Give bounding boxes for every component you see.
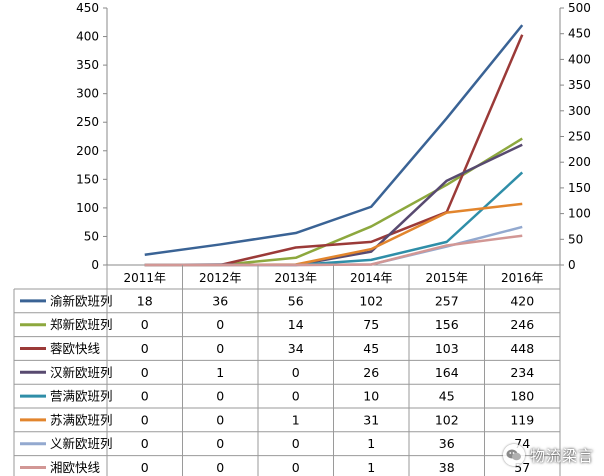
legend-label: 蓉欧快线 [50,341,101,356]
table-header-year: 2015年 [425,271,468,285]
y-right-tick-label: 350 [568,78,591,92]
table-cell-value: 0 [216,436,224,451]
table-cell-value: 1 [367,460,375,475]
table-cell-value: 0 [141,341,149,356]
table-cell-value: 0 [141,436,149,451]
wechat-icon [502,444,525,466]
table-cell-value: 0 [141,460,149,475]
table-cell-value: 156 [435,317,459,332]
table-cell-value: 36 [212,293,228,308]
series-line-渝新欧班列 [144,24,524,256]
y-right-tick-label: 200 [568,155,591,169]
watermark-text: 物流梁言 [529,446,594,465]
table-cell-value: 31 [363,412,379,427]
y-left-tick-label: 200 [76,144,99,158]
table-cell-value: 38 [439,460,455,475]
table-cell-value: 0 [216,341,224,356]
table-cell-value: 0 [292,436,300,451]
table-cell-value: 0 [216,317,224,332]
table-header-year: 2013年 [274,271,317,285]
table-cell-value: 0 [216,389,224,404]
y-left-tick-label: 150 [76,172,99,186]
table-cell-value: 246 [510,317,534,332]
y-right-tick-label: 400 [568,52,591,66]
table-cell-value: 18 [137,293,153,308]
table-cell-value: 0 [141,365,149,380]
y-left-tick-label: 100 [76,201,99,215]
table-cell-value: 45 [363,341,379,356]
table-cell-value: 420 [510,293,534,308]
table-cell-value: 257 [435,293,459,308]
table-cell-value: 448 [510,341,534,356]
table-cell-value: 0 [141,389,149,404]
table-cell-value: 1 [367,436,375,451]
legend-label: 渝新欧班列 [50,293,113,308]
table-cell-value: 180 [510,389,534,404]
table-cell-value: 0 [216,460,224,475]
y-right-tick-label: 300 [568,104,591,118]
y-left-tick-label: 0 [91,258,99,272]
series-line-湘欧快线 [144,234,523,267]
y-right-tick-label: 500 [568,1,591,15]
table-cell-value: 26 [363,365,379,380]
table-cell-value: 102 [435,412,459,427]
series-line-苏满欧班列 [144,202,523,267]
table-cell-value: 0 [216,412,224,427]
table-cell-value: 234 [510,365,534,380]
y-left-tick-label: 50 [84,229,99,243]
chart-axes: 0 50 100 150 200 250 300 350 400 450 0 50 100 150 200 2… [76,1,591,272]
y-right-tick-label: 50 [568,232,583,246]
y-left-tick-label: 250 [76,115,99,129]
y-left-tick-label: 350 [76,58,99,72]
table-cell-value: 75 [363,317,379,332]
watermark: 物流梁言 [502,444,594,466]
table-cell-value: 102 [359,293,383,308]
table-cell-value: 103 [435,341,459,356]
table-header-year: 2014年 [350,271,393,285]
y-right-tick-label: 0 [568,258,576,272]
table-header-year: 2012年 [199,271,242,285]
table-cell-value: 0 [292,460,300,475]
table-cell-value: 164 [435,365,459,380]
legend-label: 苏满欧班列 [50,412,113,427]
table-cell-value: 0 [141,412,149,427]
table-cell-value: 34 [288,341,304,356]
table-cell-value: 0 [292,365,300,380]
table-cell-value: 36 [439,436,455,451]
legend-label: 湘欧快线 [50,460,101,475]
chart-series-lines [144,24,524,267]
y-left-tick-label: 300 [76,87,99,101]
series-line-蓉欧快线 [144,34,524,267]
table-cell-value: 56 [288,293,304,308]
table-header-year: 2011年 [123,271,166,285]
table-cell-value: 10 [363,389,379,404]
y-right-tick-label: 100 [568,207,591,221]
legend-label: 汉新欧班列 [50,365,113,380]
table-cell-value: 45 [439,389,455,404]
table-cell-value: 0 [292,389,300,404]
legend-label: 义新欧班列 [50,436,113,451]
legend-label: 郑新欧班列 [50,317,113,332]
y-left-tick-label: 450 [76,1,99,15]
y-left-tick-label: 400 [76,30,99,44]
table-cell-value: 1 [292,412,300,427]
y-right-tick-label: 250 [568,130,591,144]
legend-label: 营满欧班列 [50,389,113,404]
table-cell-value: 119 [510,412,534,427]
y-right-tick-label: 150 [568,181,591,195]
table-cell-value: 14 [288,317,304,332]
table-header-year: 2016年 [501,271,544,285]
y-right-tick-label: 450 [568,27,591,41]
table-cell-value: 1 [216,365,224,380]
table-cell-value: 0 [141,317,149,332]
